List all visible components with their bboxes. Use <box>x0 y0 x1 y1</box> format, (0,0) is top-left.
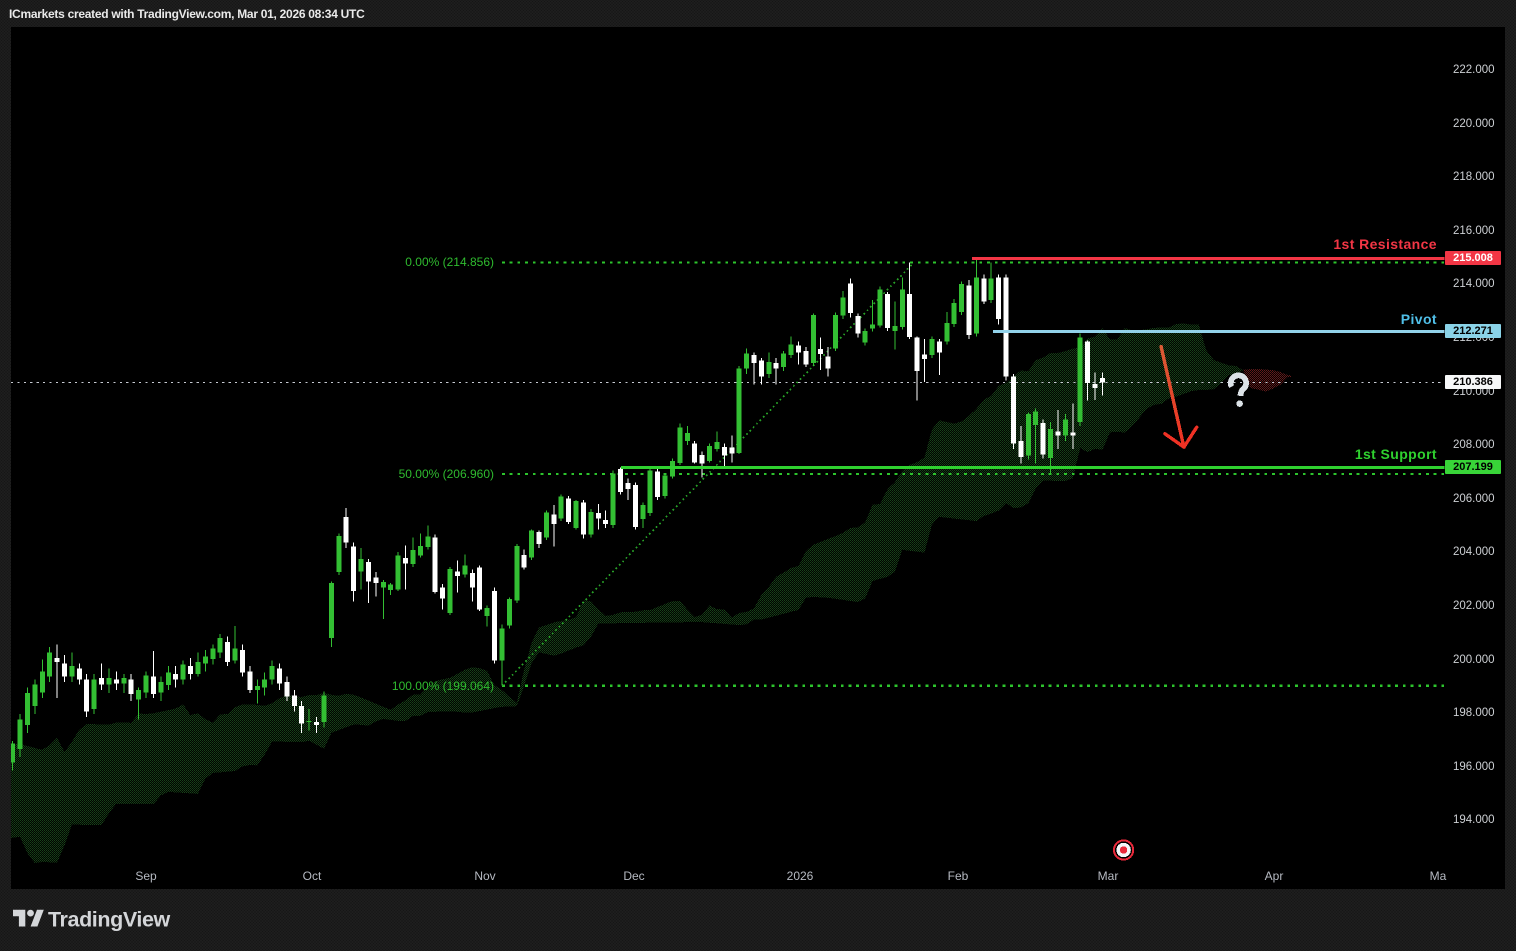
svg-text:TradingView: TradingView <box>48 908 171 932</box>
